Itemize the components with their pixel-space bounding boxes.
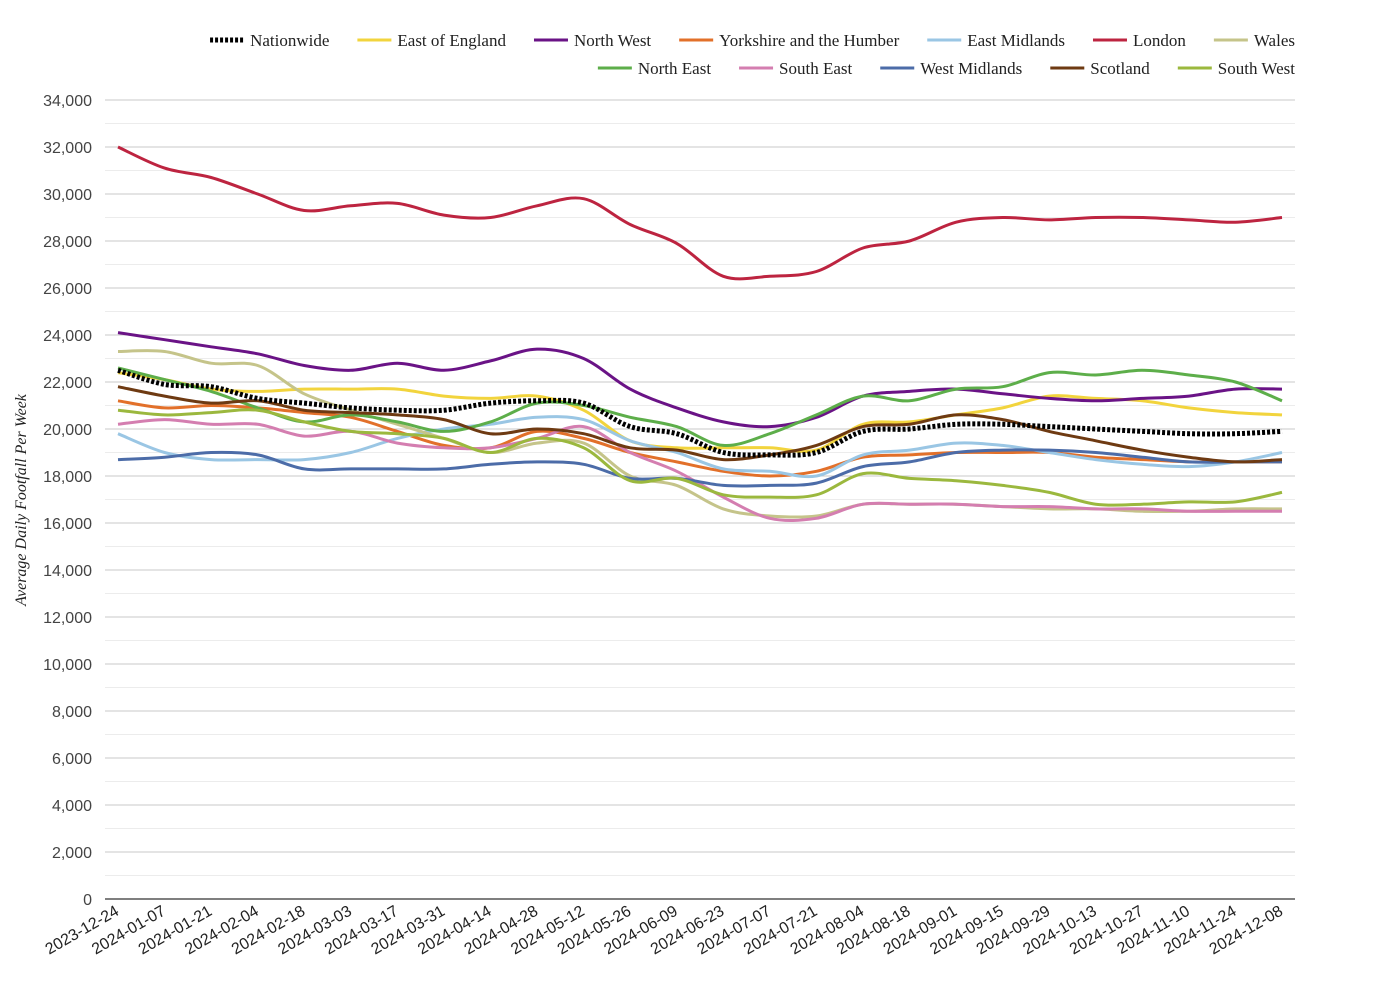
y-axis: 0 2,000 4,000 6,000 8,000 10,000 12,000 14,000 1… bbox=[43, 93, 92, 909]
series-lines bbox=[117, 145, 1283, 522]
legend-label: South West bbox=[1218, 59, 1295, 78]
legend-item-east-of-england: East of England bbox=[357, 31, 506, 50]
y-tick-label: 14,000 bbox=[43, 563, 92, 580]
legend-item-west-midlands: West Midlands bbox=[880, 59, 1022, 78]
y-tick-label: 30,000 bbox=[43, 187, 92, 204]
y-tick-label: 0 bbox=[83, 892, 92, 909]
series-line-south-west bbox=[117, 408, 1283, 507]
legend-item-scotland: Scotland bbox=[1050, 59, 1150, 78]
legend-item-london: London bbox=[1092, 31, 1186, 50]
series-line-south-east bbox=[117, 418, 1282, 522]
legend: Nationwide East of England North West Yorks… bbox=[210, 31, 1295, 78]
y-tick-label: 28,000 bbox=[43, 234, 92, 251]
y-tick-label: 6,000 bbox=[52, 751, 92, 768]
legend-label: Scotland bbox=[1090, 59, 1150, 78]
legend-label: South East bbox=[779, 59, 852, 78]
legend-label: North East bbox=[638, 59, 711, 78]
legend-label: Yorkshire and the Humber bbox=[719, 31, 899, 50]
legend-item-south-east: South East bbox=[739, 59, 853, 78]
legend-label: Wales bbox=[1254, 31, 1295, 50]
legend-item-south-west: South West bbox=[1177, 59, 1295, 78]
x-axis: 2023-12-242024-01-072024-01-212024-02-04… bbox=[43, 903, 1286, 959]
legend-label: London bbox=[1133, 31, 1186, 50]
y-tick-label: 8,000 bbox=[52, 704, 92, 721]
y-tick-label: 12,000 bbox=[43, 610, 92, 627]
legend-item-north-east: North East bbox=[597, 59, 711, 78]
legend-item-wales: Wales bbox=[1213, 31, 1295, 50]
legend-item-yorkshire-and-the-humber: Yorkshire and the Humber bbox=[679, 31, 900, 50]
series-line-north-west bbox=[117, 331, 1283, 429]
y-tick-label: 22,000 bbox=[43, 375, 92, 392]
series-line-scotland bbox=[117, 385, 1283, 464]
y-tick-label: 34,000 bbox=[43, 93, 92, 110]
y-tick-label: 10,000 bbox=[43, 657, 92, 674]
legend-label: West Midlands bbox=[920, 59, 1022, 78]
y-axis-label: Average Daily Footfall Per Week bbox=[13, 393, 30, 607]
legend-label: North West bbox=[574, 31, 651, 50]
legend-item-east-midlands: East Midlands bbox=[927, 31, 1065, 50]
y-tick-label: 24,000 bbox=[43, 328, 92, 345]
y-tick-label: 4,000 bbox=[52, 798, 92, 815]
legend-label: Nationwide bbox=[250, 31, 329, 50]
series-line-west-midlands bbox=[117, 448, 1282, 488]
y-tick-label: 32,000 bbox=[43, 140, 92, 157]
legend-label: East Midlands bbox=[967, 31, 1065, 50]
series-line-east-midlands bbox=[117, 415, 1283, 479]
legend-label: East of England bbox=[397, 31, 506, 50]
y-tick-label: 18,000 bbox=[43, 469, 92, 486]
series-line-east-of-england bbox=[117, 371, 1283, 453]
legend-item-north-west: North West bbox=[533, 31, 651, 50]
legend-item-nationwide: Nationwide bbox=[210, 31, 329, 50]
y-tick-label: 26,000 bbox=[43, 281, 92, 298]
series-line-london bbox=[117, 145, 1283, 281]
series-line-yorkshire-and-the-humber bbox=[117, 399, 1282, 478]
y-tick-label: 20,000 bbox=[43, 422, 92, 439]
y-tick-label: 16,000 bbox=[43, 516, 92, 533]
y-tick-label: 2,000 bbox=[52, 845, 92, 862]
series-line-nationwide bbox=[117, 367, 1283, 458]
gridlines bbox=[105, 99, 1295, 900]
